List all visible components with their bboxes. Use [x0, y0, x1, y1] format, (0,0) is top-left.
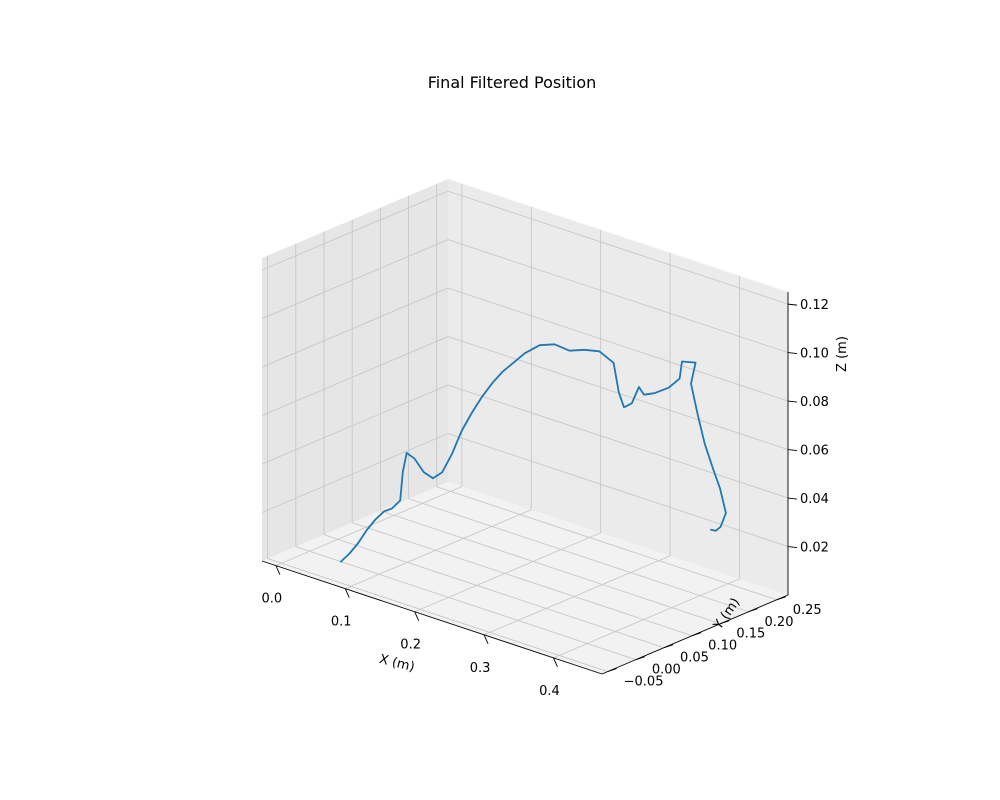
- side-pane: [262, 179, 448, 561]
- grid-y-floor: [380, 510, 721, 625]
- z-tick-label: 0.10: [800, 347, 829, 362]
- z-tick-label: 0.12: [800, 298, 829, 313]
- grid-z-back: [447, 190, 789, 305]
- grid-z-side: [261, 287, 449, 368]
- y-tick-mark: [692, 632, 702, 637]
- y-tick-mark: [748, 608, 758, 613]
- y-tick-label: 0.00: [652, 663, 681, 678]
- grid-z-back: [447, 433, 789, 547]
- grid-z-back: [447, 287, 789, 402]
- z-tick-label: 0.02: [800, 541, 829, 556]
- grid-z-side: [261, 433, 449, 513]
- y-tick-mark: [663, 644, 674, 649]
- grid-z-side: [261, 239, 449, 320]
- y-tick-mark: [635, 656, 645, 661]
- grid-z-back: [447, 239, 789, 354]
- z-tick-mark: [787, 546, 798, 548]
- z-tick-label: 0.04: [800, 492, 829, 507]
- grid-y-floor: [323, 534, 665, 649]
- grid-z-side: [261, 336, 449, 416]
- x-tick-mark: [414, 611, 420, 621]
- grid-x-floor: [553, 578, 740, 659]
- trajectory-line: [340, 343, 727, 563]
- z-tick-mark: [787, 497, 798, 500]
- grid-y-floor: [352, 522, 693, 637]
- x-tick-label: 0.0: [262, 592, 283, 607]
- x-tick-mark: [553, 657, 558, 668]
- x-tick-label: 0.1: [331, 615, 352, 630]
- z-axis-label: Z (m): [835, 336, 850, 372]
- y-tick-label: −0.05: [624, 675, 664, 690]
- y-tick-mark: [776, 596, 786, 601]
- y-tick-label: 0.05: [680, 651, 709, 666]
- x-tick-mark: [483, 634, 489, 644]
- x-axis-label: X (m): [378, 652, 416, 675]
- x-tick-label: 0.4: [539, 684, 560, 699]
- chart-title: Final Filtered Position: [428, 73, 597, 92]
- grid-z-back: [447, 336, 789, 450]
- z-tick-label: 0.08: [800, 395, 829, 410]
- y-tick-mark: [607, 668, 617, 673]
- grid-x-floor: [483, 555, 671, 636]
- grid-z-back: [447, 384, 789, 499]
- grid-z-side: [261, 384, 449, 465]
- z-tick-mark: [787, 352, 798, 355]
- y-tick-label: 0.20: [765, 615, 794, 630]
- floor-pane: [262, 482, 788, 674]
- tick-labels: 0.00.10.20.30.4−0.050.000.050.100.150.20…: [262, 298, 829, 699]
- grid-x-floor: [345, 509, 532, 590]
- y-tick-label: 0.15: [736, 627, 765, 642]
- grid-lines: [261, 183, 789, 673]
- grid-y-floor: [408, 498, 749, 613]
- y-tick-label: 0.25: [793, 603, 822, 618]
- grid-z-side: [261, 190, 449, 271]
- grid-y-floor: [436, 486, 777, 601]
- x-tick-mark: [344, 588, 350, 598]
- x-tick-label: 0.3: [470, 661, 491, 676]
- series-group: [340, 343, 727, 563]
- x-tick-mark: [275, 565, 281, 575]
- grid-y-floor: [295, 546, 636, 661]
- grid-x-floor: [414, 532, 601, 613]
- z-tick-mark: [787, 449, 798, 452]
- x-tick-label: 0.2: [400, 638, 421, 653]
- z-tick-label: 0.06: [800, 444, 829, 459]
- x-axis-line: [261, 560, 603, 675]
- z-tick-mark: [787, 400, 798, 403]
- grid-y-floor: [267, 558, 608, 673]
- z-tick-mark: [787, 303, 798, 306]
- axis-panes: [262, 179, 788, 674]
- y-tick-mark: [720, 620, 730, 625]
- y-tick-label: 0.10: [708, 639, 737, 654]
